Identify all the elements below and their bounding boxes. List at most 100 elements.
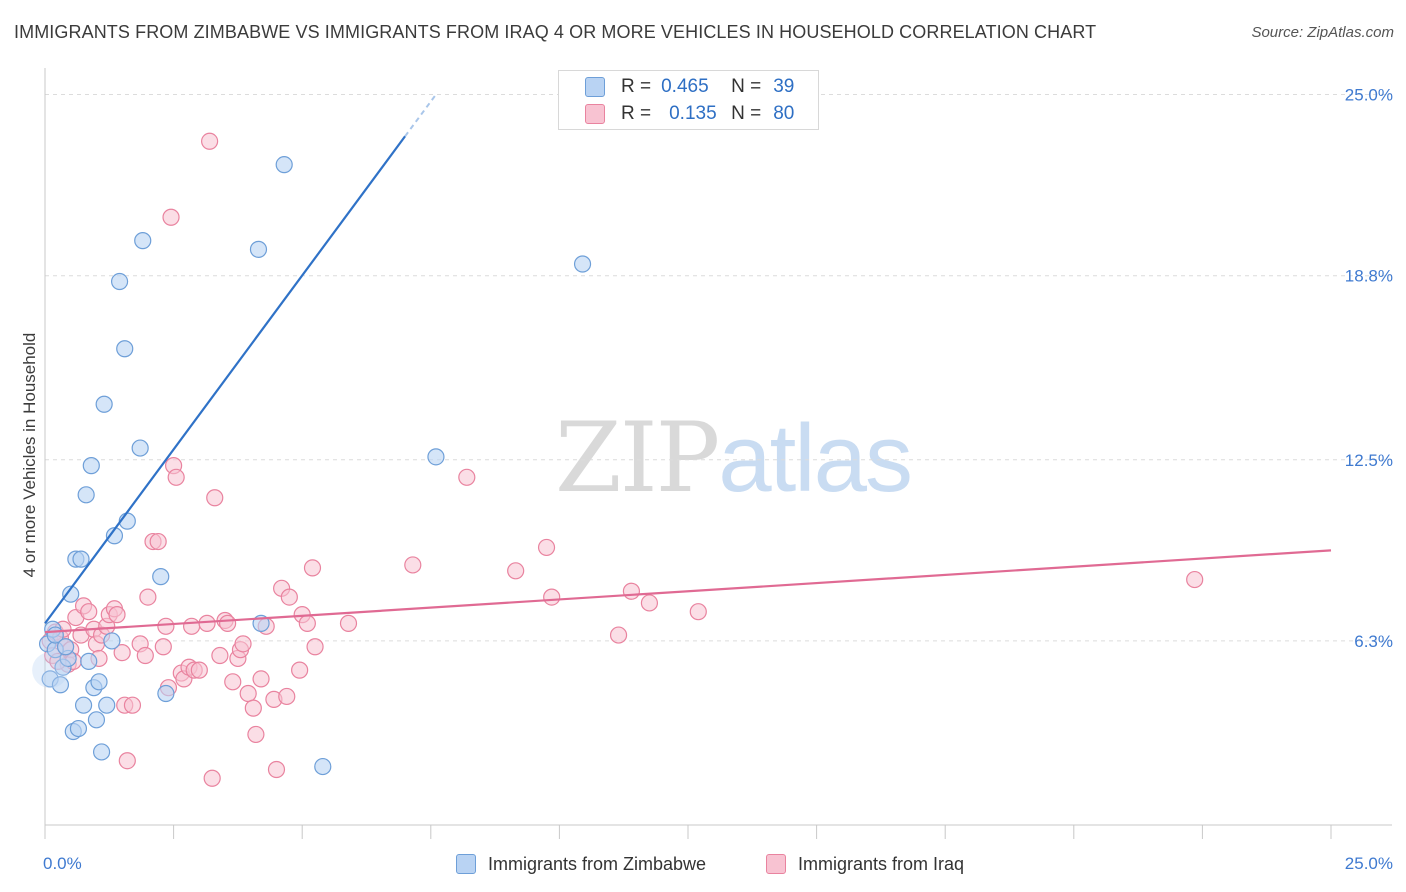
bottom-legend-iraq: Immigrants from Iraq — [766, 852, 964, 876]
iraq-point — [211, 646, 229, 665]
zimbabwe-trend-extension — [404, 93, 437, 137]
zimbabwe-point — [134, 232, 152, 250]
iraq-point — [113, 644, 131, 662]
y-tick-label: 25.0% — [1345, 86, 1393, 105]
iraq-point — [244, 699, 262, 717]
iraq-point — [157, 617, 175, 635]
iraq-point — [404, 556, 422, 574]
zimbabwe-point — [72, 550, 90, 568]
zimbabwe-point — [116, 340, 134, 358]
chart-title: IMMIGRANTS FROM ZIMBABWE VS IMMIGRANTS F… — [14, 22, 1097, 42]
legend: R = 0.465 N = 39 R = 0.135 N = 80 — [558, 70, 819, 130]
iraq-point — [234, 635, 252, 653]
iraq-point — [123, 696, 142, 714]
iraq-point — [139, 588, 157, 606]
bottom-legend-zimbabwe: Immigrants from Zimbabwe — [456, 852, 706, 876]
iraq-point — [167, 468, 185, 486]
legend-n-value-zimbabwe: 39 — [773, 76, 795, 97]
zimbabwe-point — [77, 486, 95, 504]
source-label: Source: ZipAtlas.com — [1251, 24, 1394, 41]
legend-r-value-iraq: 0.135 — [669, 103, 717, 124]
iraq-point — [507, 562, 525, 580]
zimbabwe-cluster — [32, 652, 69, 689]
legend-n-label-zimbabwe: N = — [731, 76, 762, 97]
y-tick-label: 6.3% — [1354, 632, 1393, 651]
zimbabwe-point — [69, 719, 88, 738]
iraq-point — [162, 208, 180, 226]
zimbabwe-point — [427, 448, 445, 466]
watermark-atlas: atlas — [718, 405, 913, 512]
watermark: ZIPatlas — [555, 402, 913, 514]
bottom-legend-swatch-iraq — [766, 854, 786, 874]
legend-swatch-iraq — [585, 104, 605, 124]
iraq-point — [239, 684, 257, 703]
zimbabwe-point — [249, 240, 268, 258]
bottom-legend-label-iraq: Immigrants from Iraq — [798, 853, 965, 874]
iraq-point — [190, 661, 208, 679]
iraq-point — [640, 594, 659, 612]
iraq-point — [609, 626, 628, 644]
iraq-point — [1186, 570, 1204, 589]
iraq-point — [224, 673, 242, 691]
legend-row-zimbabwe: R = 0.465 N = 39 — [585, 75, 794, 99]
iraq-point — [154, 638, 172, 656]
legend-r-label-iraq: R = — [621, 103, 652, 124]
zimbabwe-point — [98, 696, 116, 714]
bottom-legend-label-zimbabwe: Immigrants from Zimbabwe — [488, 853, 707, 874]
iraq-point — [278, 687, 296, 706]
iraq-point — [136, 646, 154, 665]
x-tick-label: 0.0% — [43, 854, 82, 873]
iraq-point — [219, 614, 237, 632]
bottom-legend-swatch-zimbabwe — [456, 854, 476, 874]
legend-n-label-iraq: N = — [731, 103, 762, 124]
zimbabwe-point — [82, 457, 100, 475]
iraq-point — [108, 606, 126, 624]
y-tick-label: 18.8% — [1345, 267, 1393, 286]
iraq-trend-line — [44, 549, 1332, 634]
watermark-zip: ZIP — [555, 402, 720, 514]
iraq-point — [201, 132, 219, 150]
iraq-point — [543, 588, 561, 606]
iraq-point — [689, 603, 707, 621]
zimbabwe-point — [573, 255, 592, 273]
zimbabwe-point — [110, 272, 129, 291]
zimbabwe-point — [80, 652, 98, 670]
iraq-point — [458, 468, 476, 486]
zimbabwe-point — [56, 638, 75, 656]
zimbabwe-point — [95, 395, 113, 413]
zimbabwe-point — [74, 696, 93, 714]
legend-n-value-iraq: 80 — [773, 103, 795, 124]
zimbabwe-point — [314, 757, 332, 776]
iraq-point — [198, 614, 216, 632]
zimbabwe-point — [51, 676, 70, 694]
iraq-point — [267, 760, 286, 779]
zimbabwe-point — [152, 568, 170, 586]
iraq-point — [537, 538, 556, 557]
iraq-point — [280, 588, 298, 606]
iraq-point — [298, 614, 316, 632]
iraq-point — [247, 725, 265, 744]
iraq-point — [118, 752, 136, 770]
iraq-point — [291, 661, 309, 679]
zimbabwe-point — [157, 684, 175, 703]
zimbabwe-point — [103, 632, 121, 650]
zimbabwe-point — [131, 439, 149, 457]
legend-swatch-zimbabwe — [585, 77, 605, 97]
x-tick-label: 25.0% — [1345, 854, 1393, 873]
iraq-point — [303, 559, 322, 577]
zimbabwe-point — [275, 156, 293, 174]
legend-r-label-zimbabwe: R = — [621, 76, 652, 97]
zimbabwe-point — [92, 743, 111, 761]
iraq-point — [622, 582, 641, 600]
zimbabwe-point — [87, 711, 106, 729]
iraq-point — [339, 614, 358, 632]
legend-row-iraq: R = 0.135 N = 80 — [585, 102, 794, 126]
zimbabwe-point — [62, 585, 80, 603]
iraq-point — [80, 603, 98, 621]
iraq-point — [252, 670, 270, 688]
zimbabwe-point — [90, 673, 108, 691]
zimbabwe-trend-line — [44, 135, 406, 625]
iraq-point — [149, 532, 167, 551]
y-tick-label: 12.5% — [1345, 451, 1393, 470]
